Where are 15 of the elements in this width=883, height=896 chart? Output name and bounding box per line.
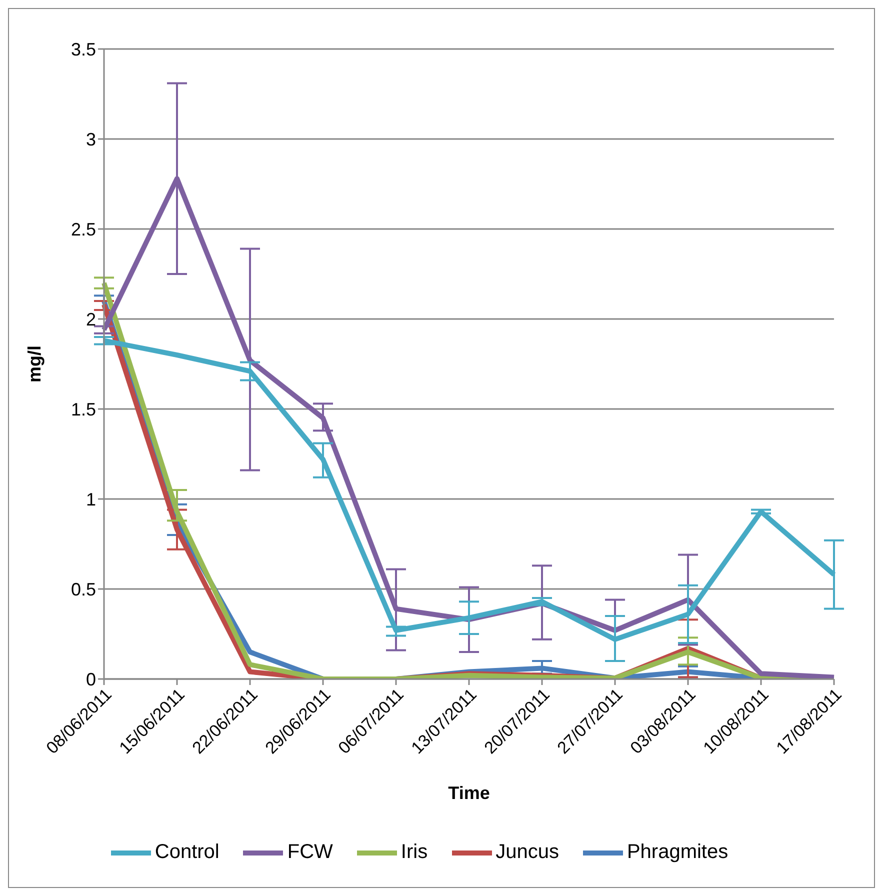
x-axis-title: Time — [448, 783, 490, 803]
y-tick-label: 2 — [86, 309, 96, 330]
y-tick-label: 2.5 — [70, 219, 96, 240]
legend-label: Iris — [400, 841, 428, 864]
y-tick-label: 1.5 — [70, 399, 96, 420]
y-axis-title: mg/l — [24, 345, 44, 383]
y-tick-label: 3 — [86, 129, 96, 150]
legend-label: Juncus — [496, 841, 559, 864]
legend-label: Phragmites — [626, 841, 728, 864]
y-tick-label: 0 — [86, 669, 96, 690]
legend-label: FCW — [287, 841, 333, 864]
y-tick-label: 1 — [86, 489, 96, 510]
legend-label: Control — [154, 841, 220, 864]
y-tick-label: 0.5 — [70, 579, 96, 600]
y-tick-label: 3.5 — [70, 39, 96, 60]
